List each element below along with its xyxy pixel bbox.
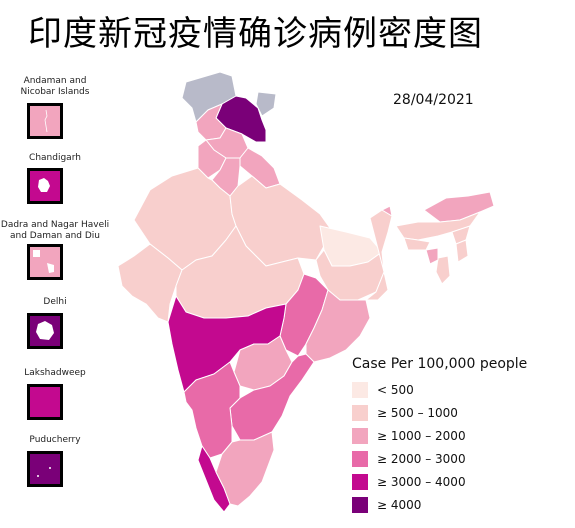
legend-title: Case Per 100,000 people xyxy=(352,356,528,372)
legend-label: ≥ 4000 xyxy=(377,498,422,512)
inset-label-lakshadweep: Lakshadweep xyxy=(24,368,86,378)
aksai-chin[interactable] xyxy=(255,91,277,117)
legend-label: ≥ 3000 – 4000 xyxy=(377,475,466,489)
inset-label-andaman: Andaman and Nicobar Islands xyxy=(0,76,110,98)
inset-label-andaman-line1: Andaman and xyxy=(23,76,87,86)
gujarat[interactable] xyxy=(117,243,183,323)
inset-label-dadra-line1: Dadra and Nagar Haveli xyxy=(0,220,110,230)
inset-puducherry[interactable] xyxy=(27,451,63,487)
inset-label-puducherry: Puducherry xyxy=(29,435,81,445)
legend-label: ≥ 2000 – 3000 xyxy=(377,452,466,466)
legend-label: ≥ 1000 – 2000 xyxy=(377,429,466,443)
inset-lakshadweep[interactable] xyxy=(27,384,63,420)
legend-swatch-500-1000 xyxy=(352,405,368,421)
legend-swatch-2000-3000 xyxy=(352,451,368,467)
sikkim[interactable] xyxy=(381,205,393,217)
legend-swatch-lt-500 xyxy=(352,382,368,398)
legend-swatch-1000-2000 xyxy=(352,428,368,444)
legend-swatch-3000-4000 xyxy=(352,474,368,490)
manipur[interactable] xyxy=(455,239,469,263)
inset-delhi-shape xyxy=(30,316,60,346)
inset-andaman[interactable] xyxy=(27,103,63,139)
tamil-nadu[interactable] xyxy=(215,431,275,507)
inset-lakshadweep-shape xyxy=(30,387,60,417)
inset-label-chandigarh: Chandigarh xyxy=(29,153,81,163)
karnataka[interactable] xyxy=(183,361,241,459)
inset-chandigarh-shape xyxy=(30,171,60,201)
inset-label-dadra: Dadra and Nagar Haveli and Daman and Diu xyxy=(0,220,110,242)
map-title: 印度新冠疫情确诊病例密度图 xyxy=(28,14,483,54)
inset-chandigarh[interactable] xyxy=(27,168,63,204)
inset-dadra-shape xyxy=(30,247,60,277)
inset-puducherry-shape xyxy=(30,454,60,484)
kerala[interactable] xyxy=(197,445,231,513)
inset-andaman-shape xyxy=(30,106,60,136)
inset-dadra[interactable] xyxy=(27,244,63,280)
uttar-pradesh[interactable] xyxy=(229,175,331,267)
legend-swatch-ge-4000 xyxy=(352,497,368,513)
india-map xyxy=(117,71,495,513)
inset-label-delhi: Delhi xyxy=(43,297,67,307)
legend-label: < 500 xyxy=(377,383,414,397)
tripura[interactable] xyxy=(425,247,439,265)
inset-label-dadra-line2: and Daman and Diu xyxy=(9,231,100,241)
legend-label: ≥ 500 – 1000 xyxy=(377,406,458,420)
inset-label-andaman-line2: Nicobar Islands xyxy=(20,87,90,97)
mizoram[interactable] xyxy=(435,255,451,285)
meghalaya[interactable] xyxy=(403,237,431,251)
arunachal-pradesh[interactable] xyxy=(423,191,495,223)
date-label: 28/04/2021 xyxy=(393,92,474,108)
inset-delhi[interactable] xyxy=(27,313,63,349)
